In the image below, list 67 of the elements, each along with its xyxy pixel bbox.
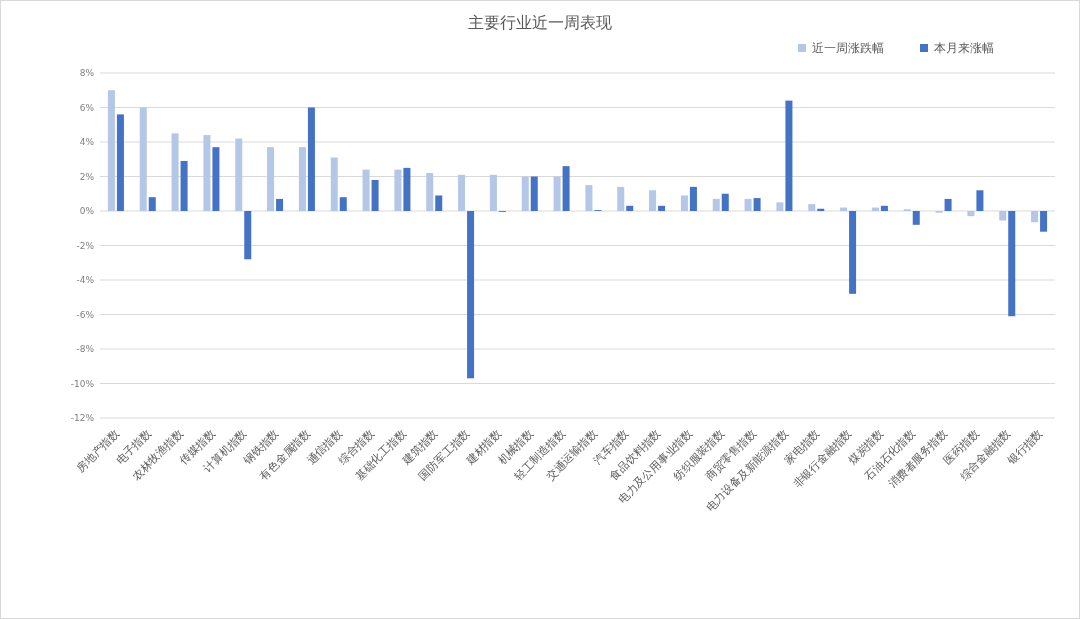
bar <box>203 135 211 211</box>
chart-title: 主要行业近一周表现 <box>468 13 612 32</box>
y-tick-label: -4% <box>76 275 95 285</box>
bar <box>489 174 497 211</box>
bar <box>553 176 561 211</box>
y-tick-label: 0% <box>79 206 95 216</box>
bar <box>658 205 666 211</box>
bar <box>1040 211 1048 232</box>
bar <box>458 174 466 211</box>
bar <box>585 185 593 211</box>
y-tick-label: -10% <box>70 378 95 389</box>
y-tick-label: 4% <box>79 137 95 147</box>
bar <box>808 204 816 211</box>
bar <box>403 167 411 211</box>
bar <box>880 205 888 211</box>
bar <box>530 176 538 211</box>
bar <box>307 107 315 211</box>
bar <box>626 205 634 211</box>
bar <box>1008 211 1016 317</box>
bar <box>649 190 657 211</box>
legend-label: 本月来涨幅 <box>934 41 994 55</box>
bar <box>116 114 124 211</box>
bar <box>371 179 379 211</box>
bar <box>244 211 252 260</box>
y-tick-label: -12% <box>70 413 95 423</box>
y-tick-label: 6% <box>79 102 95 113</box>
bar <box>712 198 720 211</box>
y-tick-label: -8% <box>76 344 95 354</box>
bar <box>912 211 920 225</box>
bar <box>212 147 220 211</box>
bar <box>394 169 402 211</box>
bar <box>680 195 688 211</box>
bar <box>107 90 115 211</box>
y-tick-label: -6% <box>76 309 95 320</box>
bar <box>721 193 729 211</box>
bar <box>849 211 857 294</box>
bar <box>617 186 625 211</box>
bar <box>426 173 434 211</box>
bar <box>999 211 1007 221</box>
bar <box>753 198 761 211</box>
bar <box>976 190 984 211</box>
bar <box>776 202 784 211</box>
bar <box>235 138 243 211</box>
bar <box>180 160 188 211</box>
bar <box>467 211 475 379</box>
bar <box>298 147 306 211</box>
bar <box>330 157 338 211</box>
bar <box>744 198 752 211</box>
bar <box>139 107 147 211</box>
bar <box>967 211 975 217</box>
legend-label: 近一周涨跌幅 <box>812 41 884 55</box>
bar <box>785 100 793 211</box>
y-tick-label: 2% <box>79 171 95 182</box>
bar <box>689 186 697 211</box>
y-tick-label: 8% <box>79 68 95 78</box>
bar <box>435 195 443 211</box>
bar <box>148 197 156 211</box>
bar <box>521 176 529 211</box>
bar <box>267 147 275 211</box>
bar <box>1031 211 1039 223</box>
bar <box>171 133 179 211</box>
bar <box>562 166 570 211</box>
bar <box>339 197 347 211</box>
y-tick-label: -2% <box>76 240 95 251</box>
bar <box>362 169 370 211</box>
bar <box>276 198 284 211</box>
bar <box>944 198 952 211</box>
